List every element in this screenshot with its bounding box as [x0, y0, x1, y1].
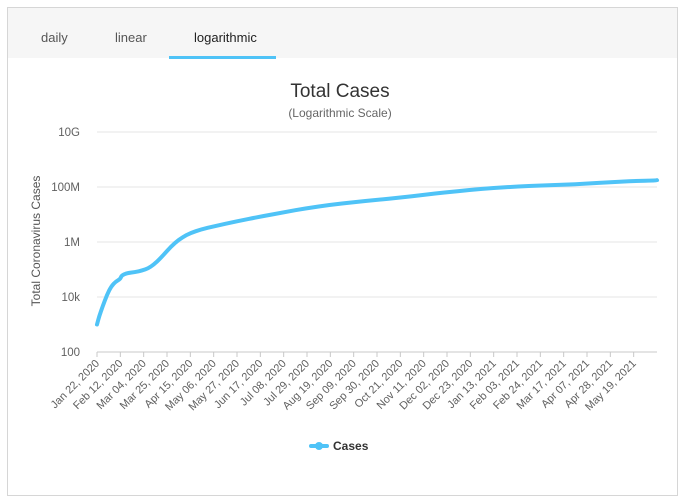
y-axis-label: Total Coronavirus Cases: [29, 176, 43, 307]
y-axis-ticks: 100 10k 1M 100M 10G: [51, 127, 80, 359]
legend-label-cases: Cases: [333, 439, 369, 453]
y-tick-label: 100M: [51, 182, 80, 194]
y-tick-label: 10G: [58, 127, 80, 139]
tab-logarithmic[interactable]: logarithmic: [194, 30, 257, 45]
legend[interactable]: Cases: [309, 439, 369, 453]
legend-marker-cases: [315, 442, 323, 450]
tab-linear[interactable]: linear: [115, 30, 147, 45]
grid-lines: [97, 131, 657, 353]
y-tick-label: 100: [61, 347, 80, 359]
chart-panel: [7, 7, 678, 496]
y-tick-label: 1M: [64, 237, 80, 249]
series-line-cases[interactable]: [95, 178, 659, 327]
chart-subtitle: (Logarithmic Scale): [288, 106, 391, 120]
tab-daily[interactable]: daily: [41, 30, 68, 45]
tab-bar: daily linear logarithmic: [8, 8, 677, 58]
chart-title: Total Cases: [290, 81, 389, 102]
y-tick-label: 10k: [61, 292, 80, 304]
active-tab-indicator: [169, 56, 276, 59]
